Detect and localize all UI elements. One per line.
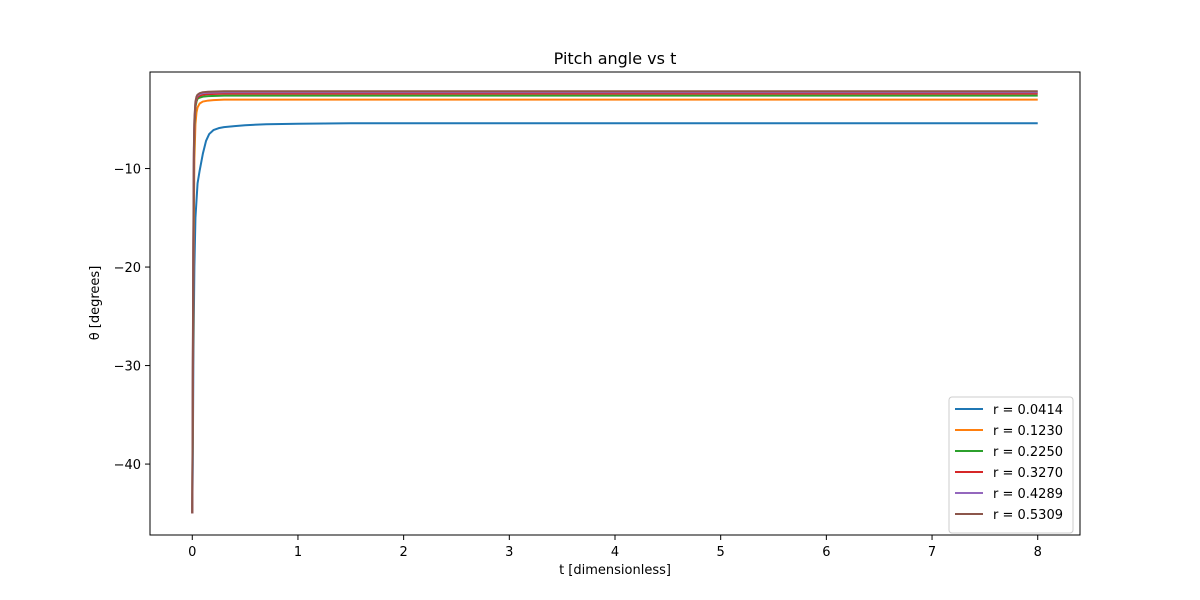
x-axis: 0 1 2 3 4 5 6 7 8 <box>188 535 1042 560</box>
y-tick-label: −40 <box>114 458 141 473</box>
x-tick-label: 0 <box>188 545 196 560</box>
x-tick-label: 3 <box>505 545 513 560</box>
series-line-6 <box>191 90 1038 514</box>
y-axis-label: θ [degrees] <box>88 266 103 341</box>
x-tick-label: 6 <box>822 545 830 560</box>
chart-title: Pitch angle vs t <box>554 49 677 68</box>
legend: r = 0.0414 r = 0.1230 r = 0.2250 r = 0.3270… <box>948 396 1074 534</box>
legend-label-2: r = 0.1230 <box>993 424 1063 439</box>
x-tick-label: 5 <box>717 545 725 560</box>
series-layer <box>191 90 1038 514</box>
x-tick-label: 7 <box>928 545 936 560</box>
x-tick-label: 8 <box>1034 545 1042 560</box>
series-line-1 <box>191 122 1038 514</box>
x-axis-label: t [dimensionless] <box>559 563 671 578</box>
legend-label-4: r = 0.3270 <box>993 466 1063 481</box>
y-tick-label: −30 <box>114 360 141 375</box>
y-tick-label: −10 <box>114 163 141 178</box>
legend-label-5: r = 0.4289 <box>993 487 1063 502</box>
legend-label-1: r = 0.0414 <box>993 403 1063 418</box>
x-tick-label: 1 <box>294 545 302 560</box>
x-tick-label: 2 <box>399 545 407 560</box>
y-axis: −40 −30 −20 −10 <box>114 163 150 473</box>
legend-label-3: r = 0.2250 <box>993 445 1063 460</box>
y-tick-label: −20 <box>114 261 141 276</box>
legend-label-6: r = 0.5309 <box>993 508 1063 523</box>
x-tick-label: 4 <box>611 545 619 560</box>
